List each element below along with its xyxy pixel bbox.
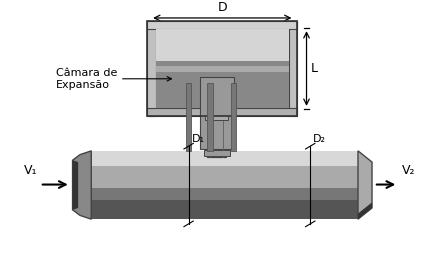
Bar [148,108,297,116]
Bar [156,29,289,61]
Bar [91,188,358,200]
Bar [204,150,230,156]
Bar [91,200,358,219]
Text: V₁: V₁ [23,164,37,177]
Polygon shape [358,202,372,219]
Bar [289,21,297,116]
Bar [148,21,297,29]
Bar [206,116,228,120]
Bar [148,21,297,116]
Polygon shape [358,151,372,219]
Polygon shape [73,160,78,210]
Bar [200,77,234,149]
Bar [91,151,358,166]
Text: L: L [311,62,318,75]
Polygon shape [73,151,91,219]
Text: D: D [218,1,227,14]
Text: Câmara de
Expansão: Câmara de Expansão [56,68,171,90]
Bar [231,83,236,151]
Text: D₂: D₂ [313,134,326,144]
Bar [186,83,191,151]
Bar [207,83,213,151]
Bar [156,61,289,108]
Bar [91,151,358,219]
Text: D₁: D₁ [191,134,204,144]
Bar [148,21,156,116]
Text: V₂: V₂ [402,164,416,177]
Bar [156,66,289,72]
Bar [207,116,226,157]
